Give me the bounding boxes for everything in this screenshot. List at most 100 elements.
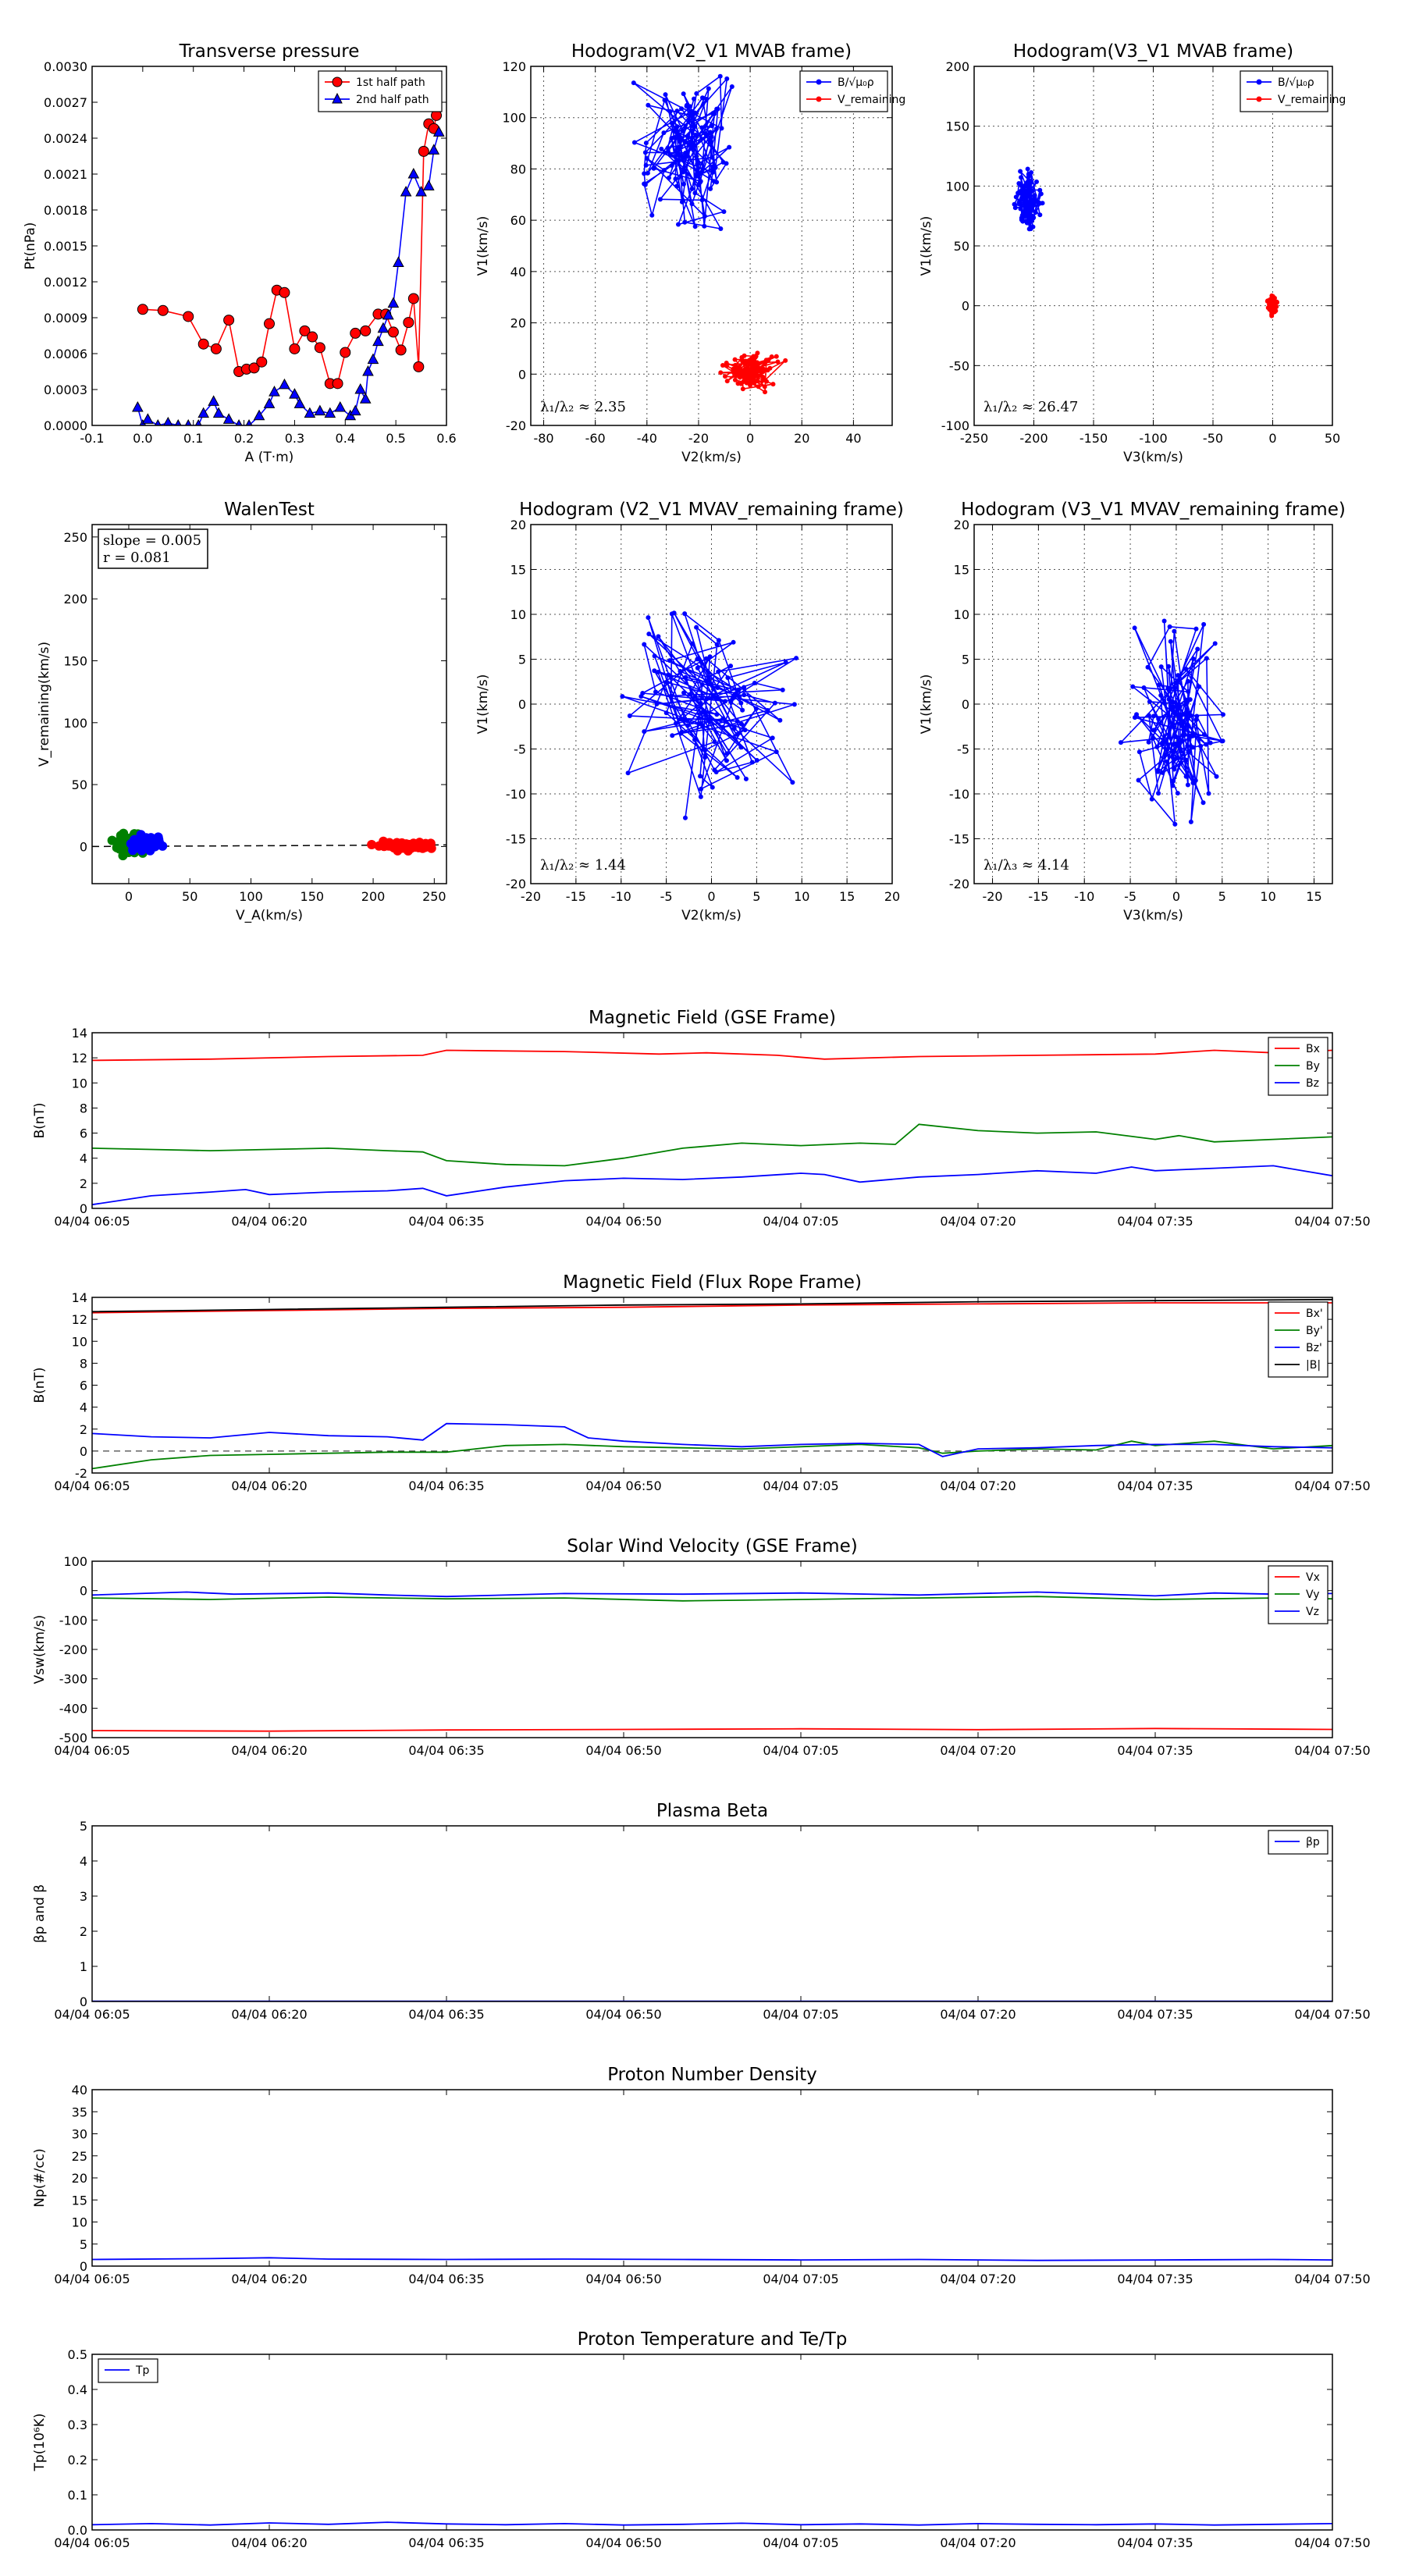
data-point: [753, 364, 759, 369]
data-point: [1201, 621, 1207, 627]
data-point: [681, 169, 686, 175]
data-point: [1186, 689, 1191, 695]
data-point: [1016, 200, 1022, 205]
data-point: [1160, 741, 1165, 746]
series-line: [92, 1123, 1332, 1167]
data-point: [1040, 201, 1045, 206]
chart-h1: Hodogram(V2_V1 MVAB frame) -80 -60 -40 -20 0 2…: [475, 41, 905, 465]
data-point: [692, 124, 698, 130]
x-axis-label: V3(km/s): [1123, 450, 1183, 465]
y-tick-label: 40: [72, 2083, 87, 2097]
series-tp: [92, 2521, 1332, 2526]
y-axis-label: Tp(10⁶K): [32, 2413, 48, 2471]
plot-area: [1118, 618, 1225, 827]
data-point: [718, 370, 724, 375]
data-point: [1155, 767, 1161, 773]
data-point: [157, 304, 169, 316]
data-point: [646, 615, 651, 621]
y-tick-label: 5: [962, 653, 969, 667]
data-point: [387, 326, 399, 338]
series-v-remaining: [718, 350, 788, 395]
y-tick-label: 0: [80, 1994, 87, 2009]
y-tick-label: 10: [72, 2215, 87, 2230]
data-point: [657, 197, 663, 202]
data-point: [1182, 727, 1187, 732]
data-point: [1149, 796, 1154, 802]
data-point: [1026, 173, 1031, 179]
data-point: [1172, 710, 1177, 716]
data-point: [667, 152, 673, 158]
x-tick-label: -20: [688, 431, 709, 446]
data-point: [1162, 753, 1168, 758]
data-point: [667, 109, 673, 114]
x-tick-label: -60: [585, 431, 606, 446]
data-point: [702, 755, 708, 760]
data-point: [679, 106, 685, 112]
data-point: [765, 708, 770, 713]
data-point: [756, 384, 761, 390]
y-tick-label: 0: [80, 1444, 87, 1459]
data-point: [1175, 791, 1180, 796]
x-tick-label: 04/04 07:05: [763, 2007, 838, 2022]
data-point: [722, 374, 727, 379]
data-point: [1190, 656, 1196, 662]
data-point: [1147, 699, 1152, 704]
legend-label: 1st half path: [356, 76, 425, 89]
data-point: [367, 353, 379, 365]
data-point: [738, 366, 743, 372]
data-point: [631, 80, 636, 86]
data-point: [1186, 678, 1191, 684]
data-point: [702, 214, 707, 219]
data-point: [1033, 179, 1039, 184]
data-point: [748, 382, 753, 388]
data-point: [223, 315, 235, 326]
data-point: [1204, 742, 1209, 747]
data-point: [656, 634, 661, 639]
y-axis-label: B(nT): [32, 1102, 48, 1138]
x-tick-label: -150: [1080, 431, 1108, 446]
data-point: [1193, 626, 1199, 632]
series-line: [137, 132, 440, 425]
y-tick-label: 0.1: [68, 2488, 87, 2503]
data-point: [755, 378, 760, 383]
chart-title: Magnetic Field (GSE Frame): [589, 1008, 836, 1028]
data-point: [700, 724, 706, 729]
data-point: [720, 362, 725, 368]
data-point: [713, 770, 719, 775]
data-point: [314, 342, 325, 354]
data-point: [263, 397, 276, 408]
series-0: [1118, 618, 1225, 827]
y-tick-label: 6: [80, 1379, 87, 1393]
x-tick-label: 04/04 06:05: [54, 1214, 130, 1229]
data-point: [116, 831, 126, 841]
data-point: [739, 354, 745, 360]
data-point: [1172, 685, 1178, 691]
data-point: [695, 162, 700, 167]
chart-title: Plasma Beta: [656, 1801, 768, 1821]
series-line: [92, 1440, 1332, 1470]
x-tick-label: 04/04 07:35: [1117, 1743, 1193, 1758]
y-tick-label: -200: [59, 1642, 87, 1657]
legend-marker: [816, 79, 822, 85]
data-point: [682, 219, 688, 225]
legend-label: Tp: [135, 2364, 150, 2377]
x-tick-label: 04/04 07:20: [940, 2272, 1016, 2286]
data-point: [675, 151, 681, 156]
axes-frame: [530, 524, 893, 884]
data-point: [642, 150, 648, 155]
y-axis-label: Np(#/cc): [32, 2148, 48, 2207]
data-point: [407, 167, 420, 179]
y-tick-label: -20: [506, 418, 526, 433]
x-tick-label: 50: [182, 889, 197, 904]
legend-marker: [332, 92, 343, 104]
series-bx: [92, 1049, 1332, 1062]
legend-marker: [816, 96, 822, 102]
data-point: [670, 733, 675, 738]
data-point: [269, 386, 280, 397]
y-tick-label: 50: [954, 239, 969, 254]
data-point: [774, 749, 779, 755]
y-axis-label: V_remaining(km/s): [37, 642, 52, 767]
y-tick-label: 20: [510, 518, 526, 532]
axes-frame: [91, 1560, 1333, 1738]
x-tick-label: 04/04 06:05: [54, 2272, 130, 2286]
